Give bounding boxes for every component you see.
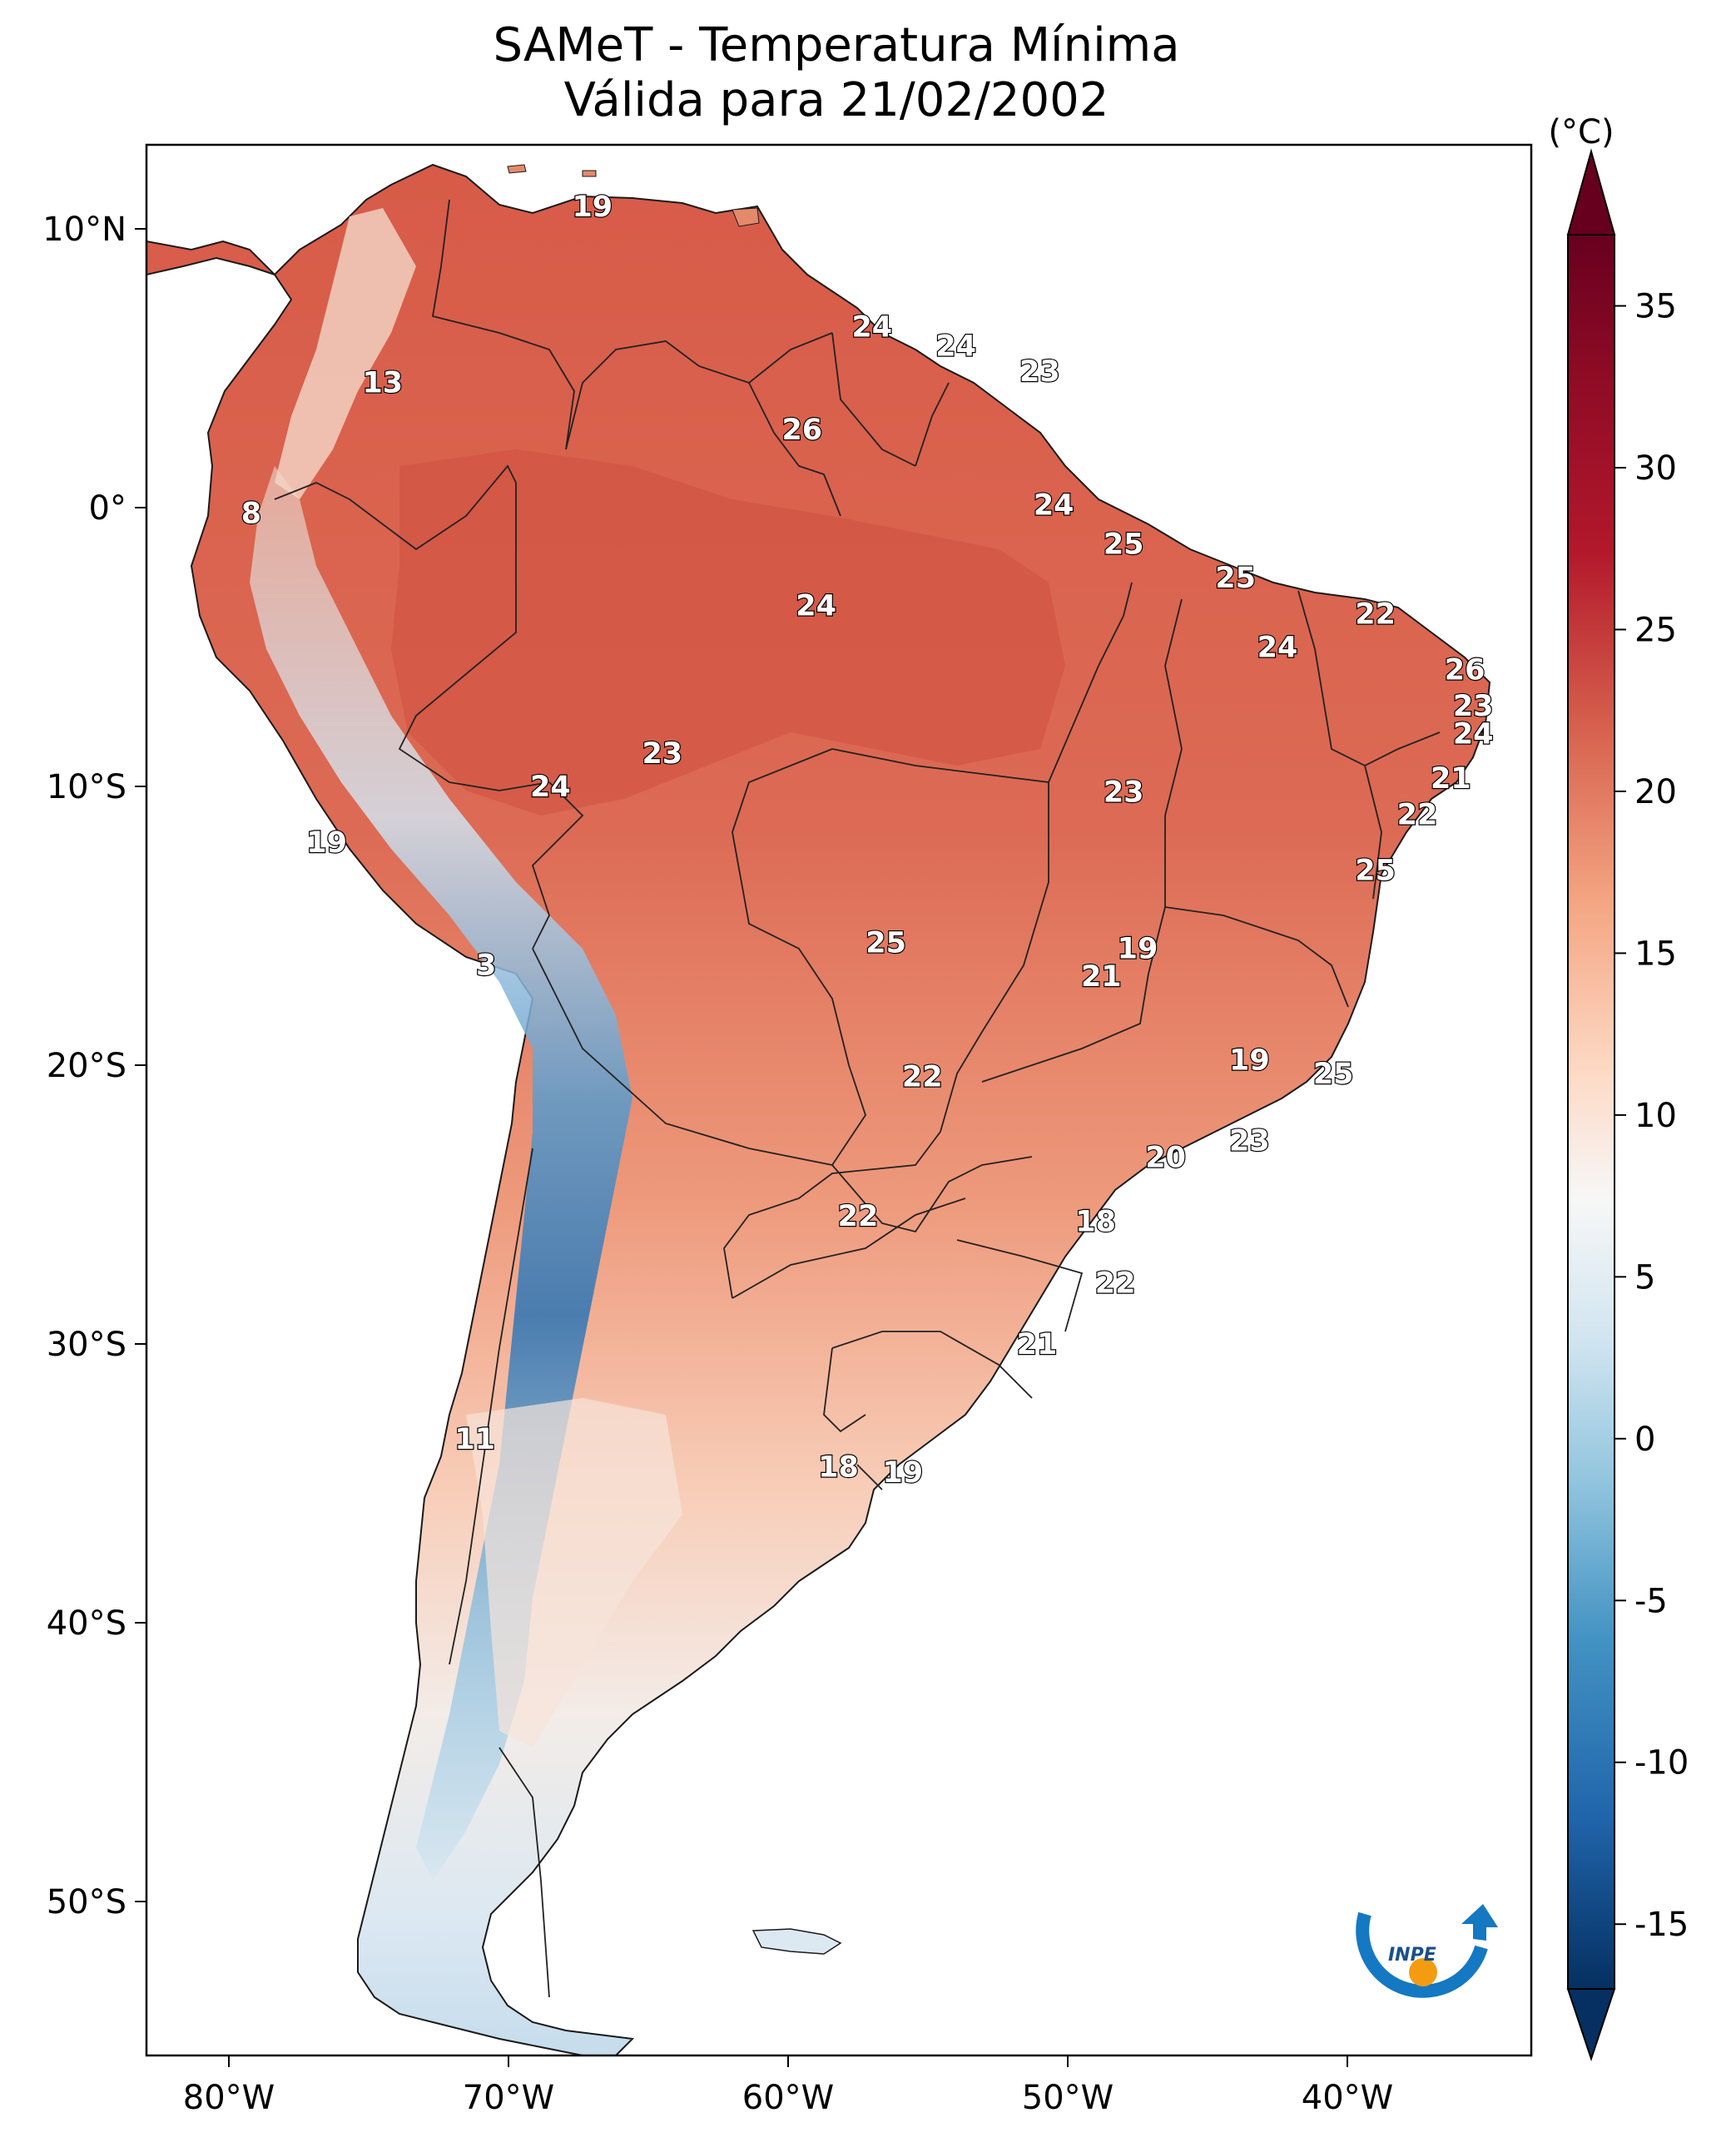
- temperature-value-label: 22: [1355, 598, 1396, 631]
- amazon-warm-zone: [391, 449, 1065, 816]
- inpe-logo-text: INPE: [1388, 1945, 1436, 1966]
- temperature-value-label: 24: [851, 310, 892, 344]
- colorbar-tick-label: -15: [1634, 1906, 1689, 1944]
- temperature-value-label: 24: [1453, 717, 1494, 751]
- temperature-value-label: 18: [1075, 1206, 1116, 1239]
- colorbar-tick-label: -10: [1634, 1744, 1689, 1783]
- longitude-axis: 80°W 70°W 60°W 50°W 40°W: [183, 2055, 1393, 2117]
- temperature-value-label: 22: [1095, 1267, 1136, 1300]
- lon-tick-label: 80°W: [183, 2079, 275, 2117]
- inpe-logo-arrow: [1461, 1904, 1498, 1941]
- colorbar-tick-label: 25: [1634, 611, 1677, 649]
- lat-tick-label: 50°S: [47, 1883, 126, 1921]
- lat-tick-label: 40°S: [47, 1604, 126, 1643]
- temperature-value-label: 19: [1118, 932, 1158, 965]
- lon-tick-label: 70°W: [463, 2079, 554, 2117]
- latitude-axis: 10°N 0° 10°S 20°S 30°S 40°S 50°S: [42, 211, 146, 1921]
- temperature-value-label: 19: [572, 191, 613, 224]
- temperature-value-label: 23: [1453, 690, 1494, 723]
- temperature-value-label: 23: [1229, 1124, 1270, 1158]
- temperature-value-label: 25: [1104, 528, 1144, 562]
- inpe-logo-arc: [1356, 1912, 1488, 1998]
- colorbar-tick-label: 35: [1634, 288, 1677, 326]
- map-frame: [145, 143, 1533, 2057]
- temperature-value-label: 26: [1445, 653, 1486, 687]
- lon-tick-label: 60°W: [742, 2079, 834, 2117]
- temperature-value-label: 25: [1355, 855, 1396, 888]
- temperature-value-label: 22: [838, 1200, 879, 1233]
- temperature-value-label: 19: [306, 826, 347, 860]
- colorbar-ticks: 35 30 25 20 15 10 5 0 -5 -10 -15: [1614, 288, 1689, 1944]
- inpe-logo-sun: [1409, 1958, 1437, 1986]
- temperature-value-label: 23: [642, 737, 682, 771]
- continent-layer: [146, 163, 1491, 2055]
- temperature-value-label: 23: [1104, 776, 1144, 810]
- temperature-value-label: 24: [796, 589, 836, 622]
- temperature-value-label: 11: [454, 1423, 495, 1456]
- temperature-value-label: 21: [1081, 960, 1122, 994]
- map-title: SAMeT - Temperatura Mínima Válida para 2…: [0, 18, 1673, 128]
- temperature-value-label: 24: [1034, 489, 1074, 523]
- lat-tick-label: 10°N: [42, 211, 126, 249]
- colorbar-tick-label: -5: [1634, 1582, 1668, 1620]
- colorbar-tick-label: 0: [1634, 1421, 1655, 1459]
- lat-tick-label: 10°S: [47, 768, 126, 806]
- temperature-value-label: 3: [476, 949, 496, 982]
- temperature-value-label: 24: [530, 771, 571, 804]
- caribbean-islands: [507, 164, 760, 227]
- temperature-value-label: 21: [1017, 1328, 1058, 1361]
- patagonia-pale-zone: [466, 1398, 682, 1748]
- lat-tick-label: 30°S: [47, 1326, 126, 1364]
- temperature-value-label: 20: [1145, 1142, 1186, 1175]
- colorbar-bottom-arrow: [1566, 1988, 1616, 2062]
- temperature-value-label: 24: [935, 330, 976, 364]
- temperature-value-label: 19: [882, 1456, 923, 1490]
- colorbar-gradient: [1567, 234, 1615, 1990]
- title-line-1: SAMeT - Temperatura Mínima: [493, 18, 1180, 72]
- colorbar-tick-label: 30: [1634, 449, 1677, 488]
- political-borders: [274, 199, 1441, 1998]
- falkland-islands: [751, 1928, 842, 1955]
- lat-tick-label: 0°: [89, 489, 126, 528]
- lon-tick-label: 40°W: [1302, 2079, 1393, 2117]
- temperature-value-label: 25: [866, 927, 906, 960]
- inpe-logo: INPE: [1356, 1904, 1498, 1998]
- temperature-value-label: 24: [1257, 632, 1298, 665]
- temperature-value-label: 23: [1019, 355, 1060, 389]
- temperature-value-label: 22: [1397, 799, 1438, 832]
- lat-tick-label: 20°S: [47, 1047, 126, 1085]
- colorbar-tick-label: 5: [1634, 1258, 1655, 1297]
- temperature-value-label: 18: [818, 1450, 859, 1484]
- temperature-value-label: 22: [902, 1060, 943, 1093]
- lon-tick-label: 50°W: [1022, 2079, 1114, 2117]
- temperature-value-label: 26: [781, 414, 822, 447]
- colorbar-tick-label: 20: [1634, 773, 1677, 811]
- title-line-2: Válida para 21/02/2002: [563, 73, 1109, 127]
- temperature-value-label: 19: [1229, 1044, 1270, 1077]
- temperature-value-label: 21: [1431, 762, 1471, 796]
- temperature-value-label: 8: [241, 498, 261, 531]
- temperature-value-label: 25: [1313, 1058, 1354, 1091]
- colorbar: (°C) 35 30 25 20 15 10 5 0 -5 -10 -15: [1548, 113, 1689, 2062]
- colorbar-tick-label: 10: [1634, 1097, 1677, 1135]
- temperature-value-label: 25: [1215, 562, 1256, 595]
- temperature-value-label: 13: [362, 366, 403, 399]
- colorbar-unit-label: (°C): [1548, 113, 1614, 151]
- north-andes-cool-zone: [275, 208, 416, 499]
- colorbar-top-arrow: [1566, 148, 1616, 236]
- colorbar-tick-label: 15: [1634, 935, 1677, 973]
